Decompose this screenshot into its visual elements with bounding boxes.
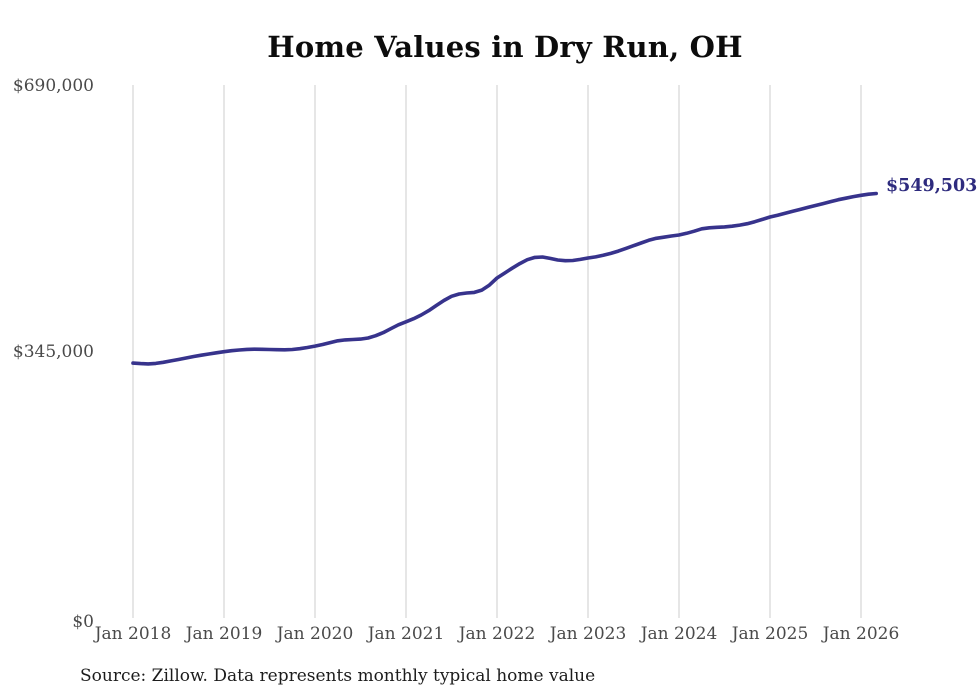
x-tick-label-jan-2023: Jan 2023 (549, 624, 627, 644)
x-tick-label-jan-2026: Jan 2026 (822, 624, 900, 644)
x-tick-label-jan-2025: Jan 2025 (731, 624, 809, 644)
home-value-line (131, 191, 878, 366)
source-note: Source: Zillow. Data represents monthly … (80, 666, 596, 686)
x-tick-label-jan-2018: Jan 2018 (94, 624, 172, 644)
x-tick-label-jan-2024: Jan 2024 (640, 624, 718, 644)
x-tick-label-jan-2022: Jan 2022 (458, 624, 536, 644)
y-tick-label-345000: $345,000 (12, 342, 94, 362)
y-tick-label-690000: $690,000 (12, 76, 94, 96)
y-tick-label-0: $0 (72, 612, 94, 632)
x-tick-label-jan-2021: Jan 2021 (367, 624, 445, 644)
x-tick-label-jan-2019: Jan 2019 (185, 624, 263, 644)
x-tick-label-jan-2020: Jan 2020 (276, 624, 354, 644)
latest-value-label: $549,503 (886, 176, 978, 196)
chart-title: Home Values in Dry Run, OH (267, 30, 743, 64)
